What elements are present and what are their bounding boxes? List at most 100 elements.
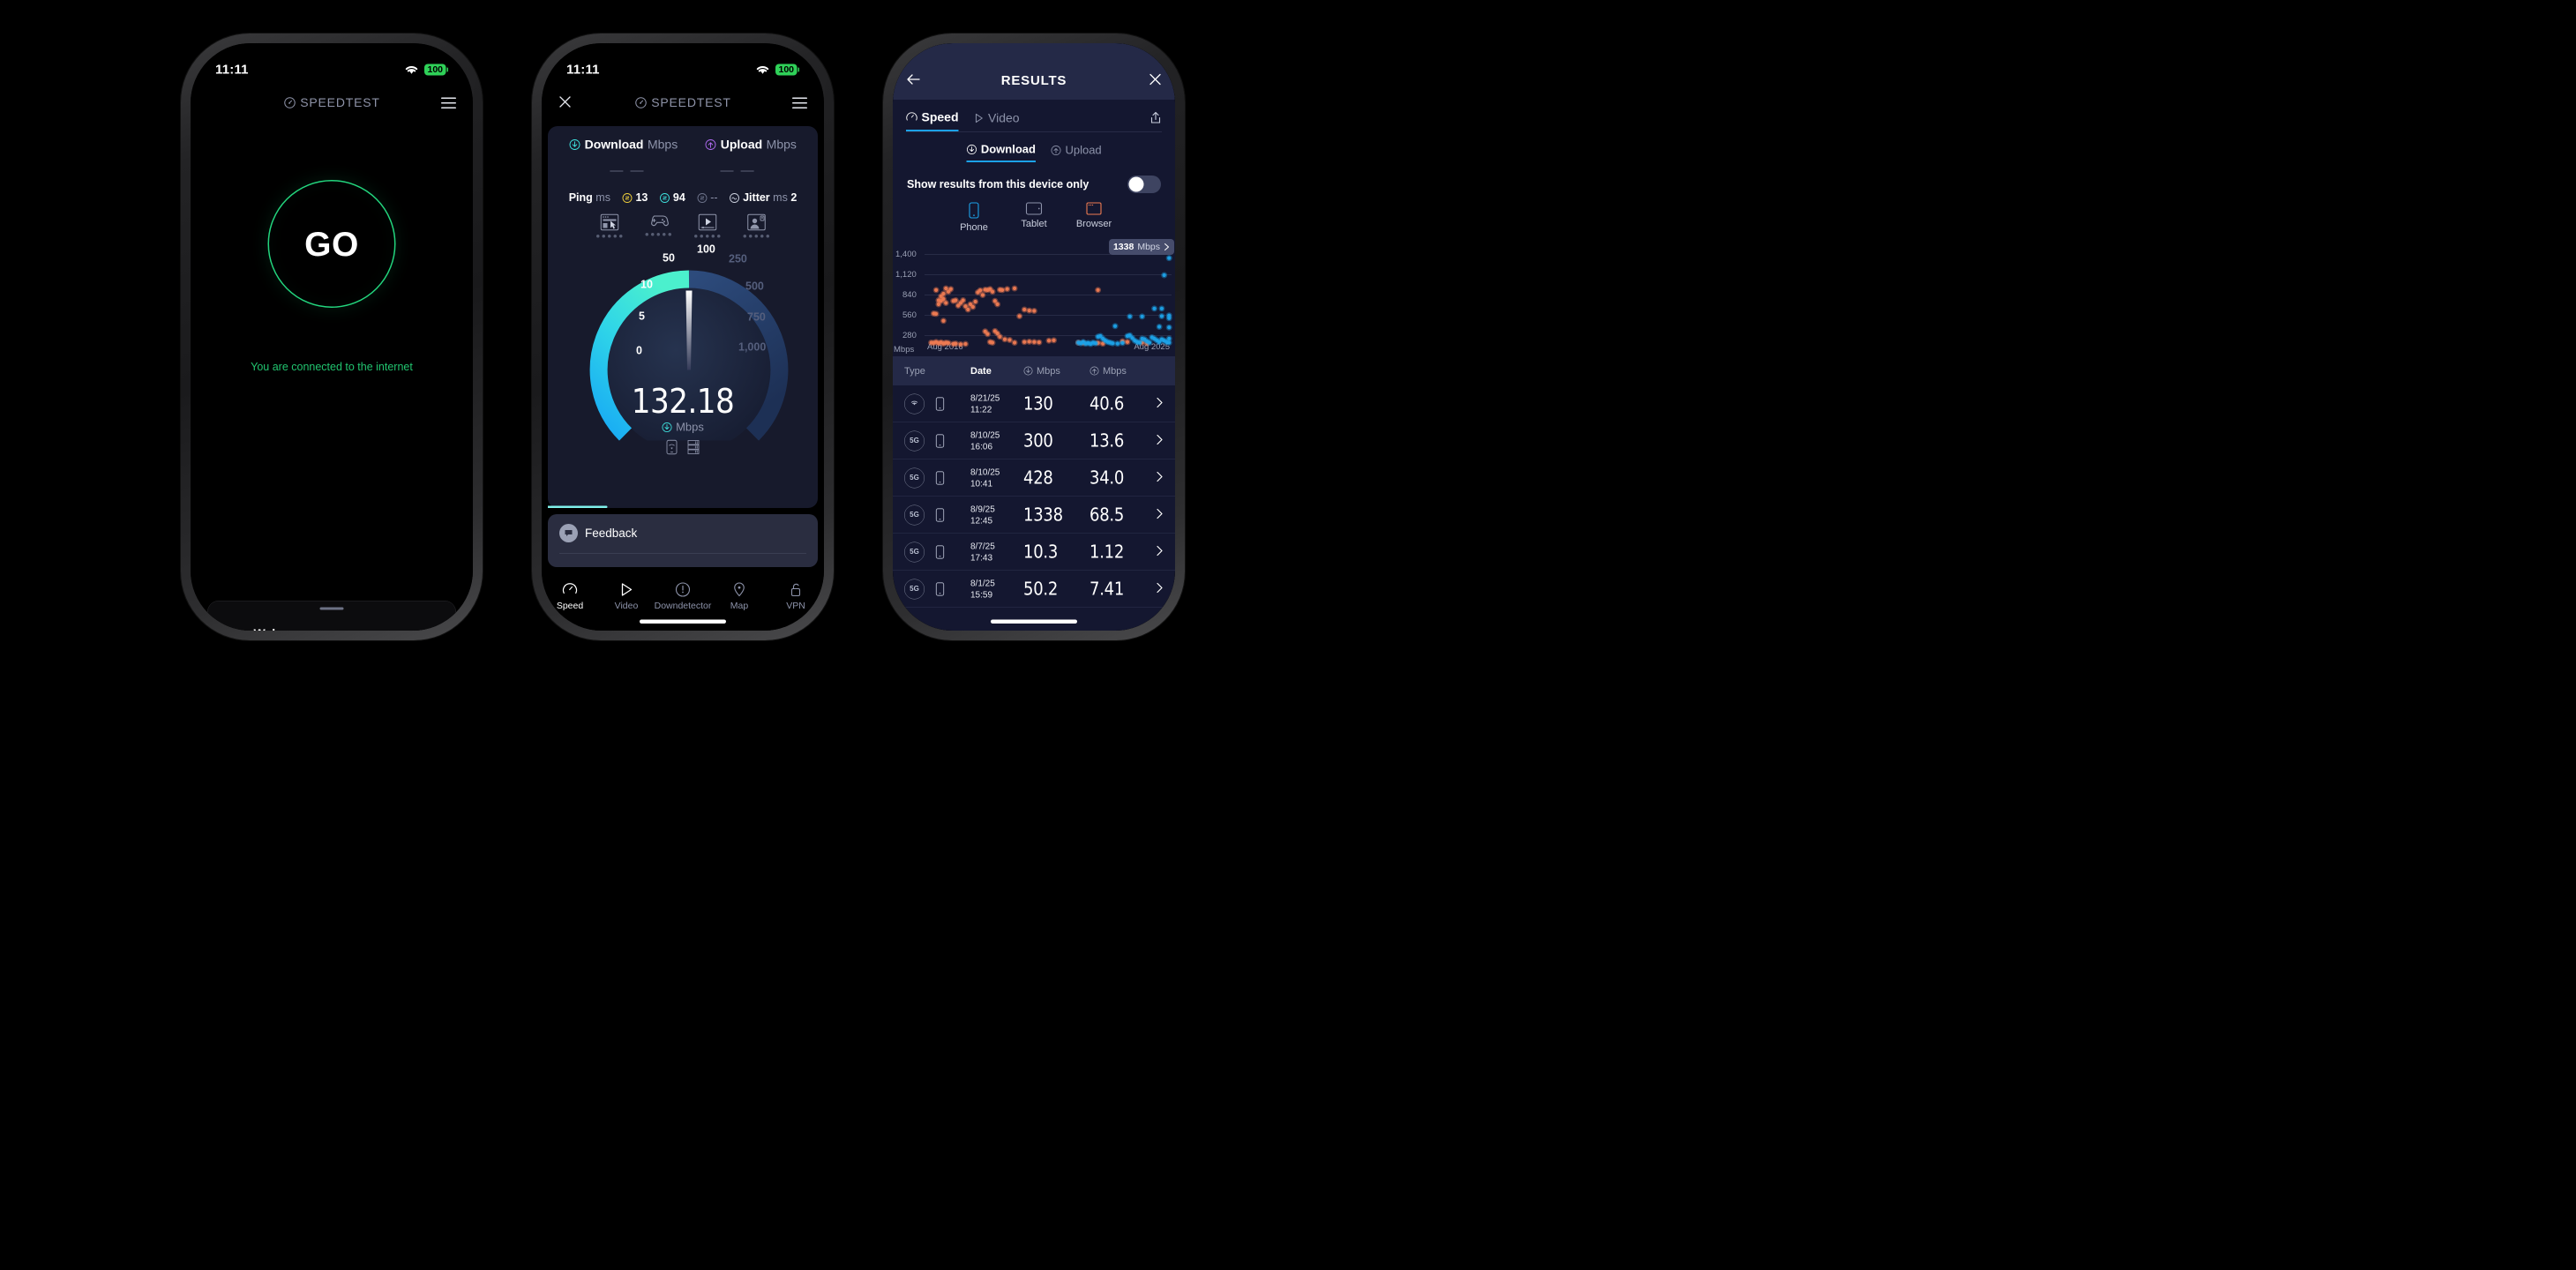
home-indicator[interactable] (640, 619, 726, 624)
chevron-right-icon[interactable] (1156, 434, 1164, 449)
server-rack-icon[interactable] (687, 440, 700, 455)
upload-arrow-icon (705, 139, 716, 150)
tab-speed[interactable]: Speed (906, 110, 959, 131)
table-row[interactable]: 5G 8/9/25 12:45 1338 68.5 (893, 497, 1175, 534)
battery-badge: 100 (423, 64, 446, 76)
ping-upload-value: -- (710, 191, 718, 204)
table-row[interactable]: 8/21/25 11:22 130 40.6 (893, 385, 1175, 422)
col-header-download-label: Mbps (1037, 365, 1060, 377)
status-bar: 11:11 100 (542, 43, 824, 84)
device-phone-icon[interactable] (666, 439, 678, 455)
results-table-body: 8/21/25 11:22 130 40.6 5G 8/10/25 16:06 300 13.6… (893, 385, 1175, 608)
feedback-label: Feedback (585, 526, 638, 540)
table-row[interactable]: 5G 8/7/25 17:43 10.3 1.12 (893, 534, 1175, 571)
upload-label: Upload (720, 138, 763, 152)
jitter-value: 2 (790, 191, 798, 204)
wifi-icon (910, 399, 919, 409)
table-row[interactable]: 5G 8/1/25 15:59 50.2 7.41 (893, 571, 1175, 608)
home-indicator[interactable] (991, 619, 1077, 624)
download-label: Download (584, 138, 644, 152)
tab-video[interactable]: Video (974, 111, 1020, 131)
tab-speed[interactable]: Speed (543, 582, 596, 611)
chevron-right-icon[interactable] (1156, 397, 1164, 412)
result-date: 8/7/25 (970, 541, 995, 551)
ping-idle-value: 13 (635, 191, 648, 204)
device-type-label: Tablet (1021, 218, 1047, 229)
chevron-right-icon[interactable] (1156, 508, 1164, 523)
phone-1-body: GO You are connected to the internet (191, 180, 473, 631)
status-bar: 11:11 100 (191, 43, 473, 84)
share-upload-icon[interactable] (1149, 111, 1162, 131)
tab-label: VPN (786, 601, 805, 611)
chevron-right-icon[interactable] (1156, 545, 1164, 560)
chevron-right-icon[interactable] (1156, 471, 1164, 486)
browser-window-icon (1086, 202, 1102, 215)
table-row[interactable]: 5G 8/10/25 10:41 428 34.0 (893, 459, 1175, 497)
chevron-right-icon[interactable] (1156, 582, 1164, 597)
gauge-value: 132.18 (631, 381, 735, 422)
tab-video[interactable]: Video (600, 582, 653, 611)
hamburger-menu-icon[interactable] (792, 97, 807, 108)
metric-tab-label: Upload (1065, 143, 1102, 157)
cell-type (904, 393, 970, 415)
cell-upload: 68.5 (1090, 504, 1125, 526)
table-row[interactable]: 5G 8/10/25 16:06 300 13.6 (893, 422, 1175, 459)
gauge-tick-50: 50 (663, 251, 675, 265)
jitter-label: Jitter (743, 191, 770, 204)
connection-badge: 5G (904, 542, 925, 563)
connection-badge: 5G (904, 430, 925, 452)
gauge-tick-750: 750 (747, 310, 766, 324)
device-filter-label: Show results from this device only (907, 177, 1090, 190)
result-date: 8/10/25 (970, 467, 1000, 477)
hamburger-menu-icon[interactable] (441, 97, 456, 108)
cell-upload: 1.12 (1090, 542, 1125, 563)
alert-circle-icon (675, 582, 691, 597)
cell-type: 5G (904, 579, 970, 600)
close-x-icon[interactable] (558, 95, 572, 111)
tab-vpn[interactable]: VPN (769, 582, 822, 611)
back-arrow-icon[interactable] (906, 73, 920, 89)
drag-handle[interactable] (319, 607, 344, 610)
metric-tab-download[interactable]: Download (966, 143, 1036, 162)
close-x-icon[interactable] (1149, 73, 1162, 89)
usecase-rating-dots (596, 235, 623, 238)
col-header-type[interactable]: Type (904, 365, 925, 377)
tab-label: Video (988, 111, 1020, 125)
phone-outline-icon (935, 508, 945, 522)
phone-outline-icon (935, 582, 945, 596)
metric-tab-upload[interactable]: Upload (1051, 143, 1102, 163)
device-type-browser[interactable]: Browser (1073, 202, 1115, 233)
cell-download: 50.2 (1023, 579, 1059, 600)
usecase-icon-row (557, 213, 809, 238)
device-type-tablet[interactable]: Tablet (1013, 202, 1055, 233)
col-header-date[interactable]: Date (970, 365, 992, 377)
page-title: RESULTS (1000, 73, 1067, 88)
gauge-tick-10: 10 (640, 278, 653, 291)
phone-outline-icon (969, 202, 979, 219)
battery-badge: 100 (775, 64, 798, 76)
download-upload-headers: Download Mbps Upload Mbps (557, 138, 809, 152)
feedback-card[interactable]: Feedback (548, 514, 818, 567)
speedometer-icon (562, 583, 578, 594)
results-scatter-chart[interactable]: 1,400 1,120 840 560 280 Mbps Aug 2016 Au… (893, 239, 1175, 355)
col-header-upload[interactable]: Mbps (1090, 365, 1156, 377)
speedtest-logo: SPEEDTEST (542, 84, 824, 122)
tab-downdetector[interactable]: Downdetector (655, 582, 711, 611)
phone-2-screen: 11:11 100 (542, 43, 824, 631)
download-arrow-icon (1023, 366, 1033, 376)
connection-card[interactable]: Webco iPhone 15 Pro (207, 601, 456, 631)
bottom-tab-bar: Speed Video Downdete (542, 572, 824, 631)
chart-tooltip[interactable]: 1338 Mbps (1108, 239, 1174, 255)
result-date: 8/1/25 (970, 578, 995, 588)
test-progress-bar (548, 505, 608, 508)
col-header-download[interactable]: Mbps (1023, 365, 1090, 377)
tab-label: Video (614, 601, 639, 611)
download-upload-values: — — — — (557, 163, 809, 178)
device-type-phone[interactable]: Phone (953, 202, 995, 233)
scatter-points-layer (928, 255, 1172, 347)
go-button[interactable]: GO (267, 180, 396, 308)
tab-map[interactable]: Map (713, 582, 766, 611)
device-filter-toggle[interactable] (1127, 176, 1161, 193)
result-time: 15:59 (970, 589, 993, 600)
cell-type: 5G (904, 430, 970, 452)
